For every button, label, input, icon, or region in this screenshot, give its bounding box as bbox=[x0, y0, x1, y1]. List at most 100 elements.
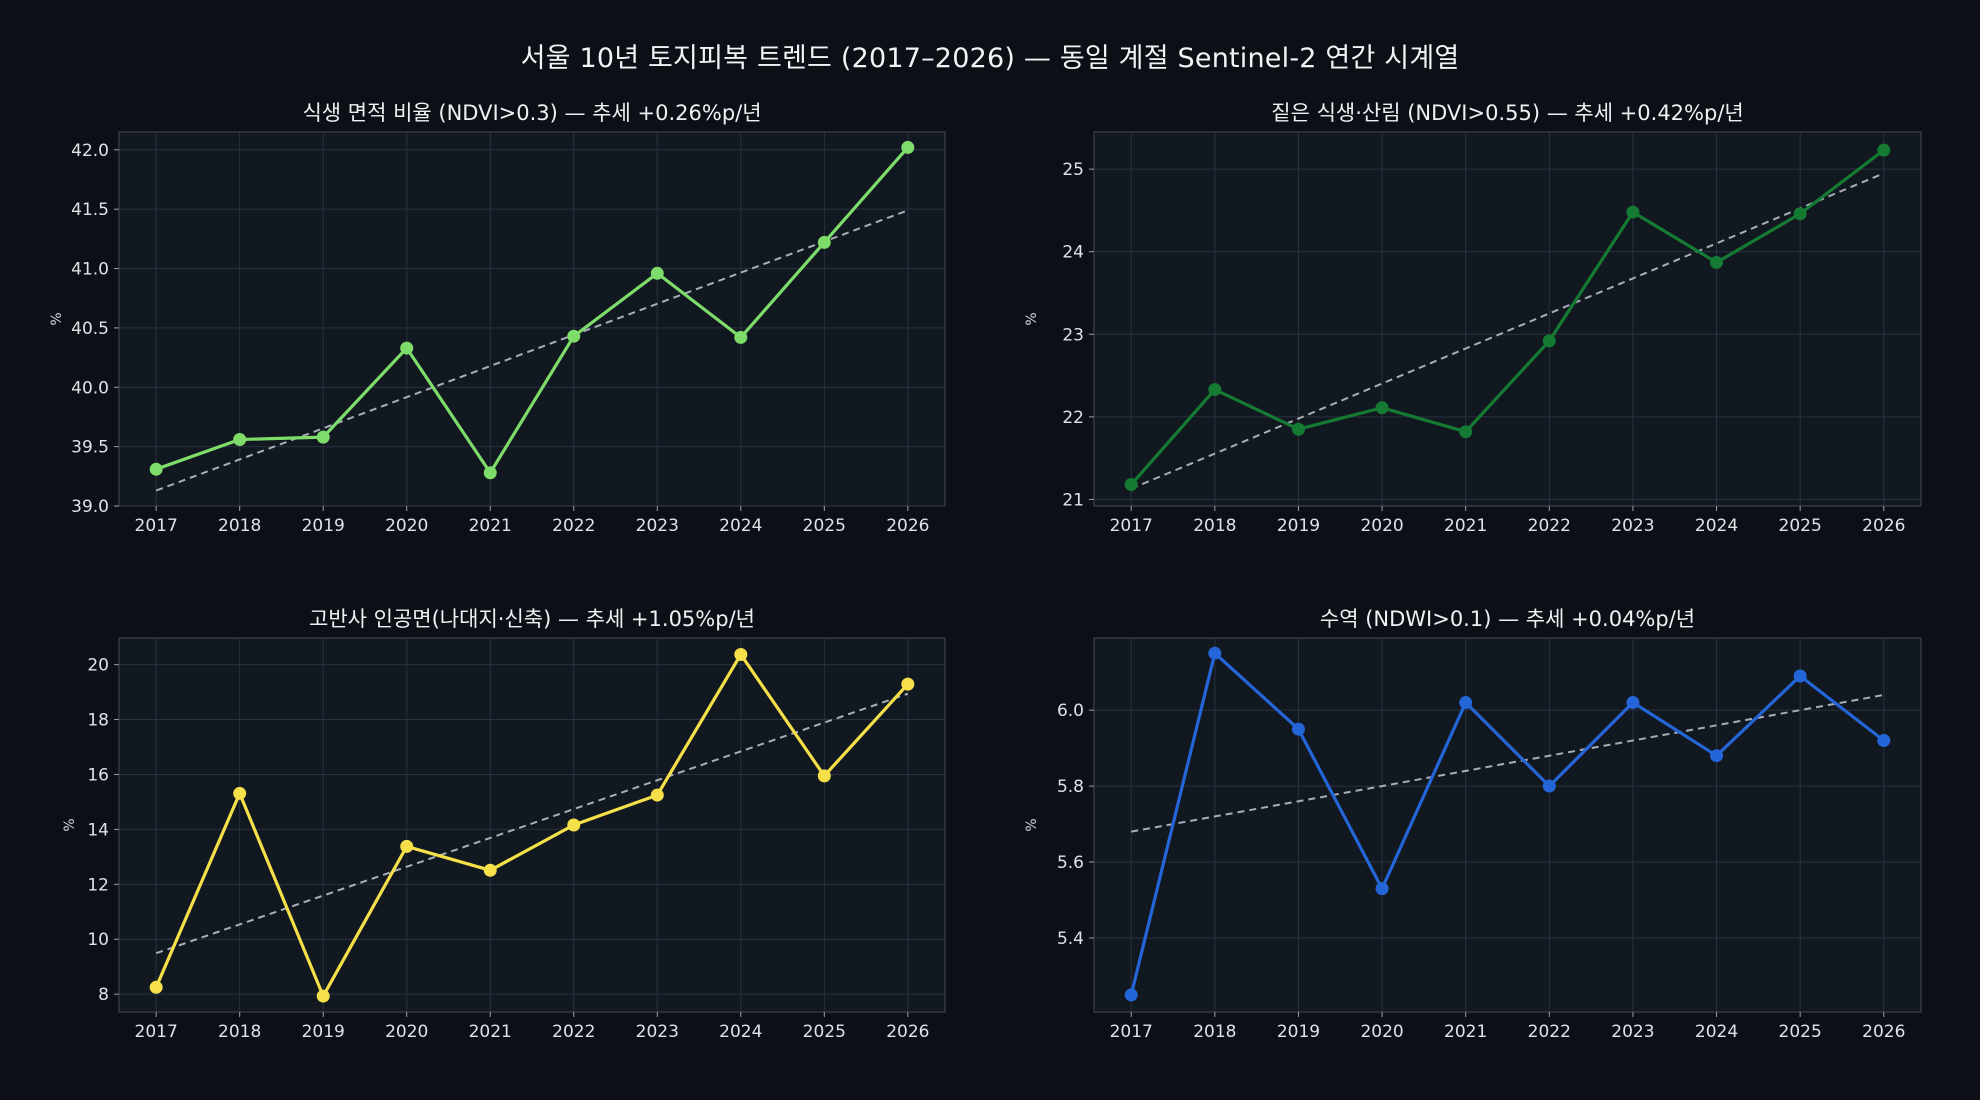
plot-area bbox=[1093, 637, 1922, 1013]
y-tick-label: 14 bbox=[87, 820, 109, 840]
data-point bbox=[400, 839, 414, 853]
data-point bbox=[1291, 722, 1305, 736]
figure-title: 서울 10년 토지피복 트렌드 (2017–2026) — 동일 계절 Sent… bbox=[520, 43, 1460, 74]
data-point bbox=[1542, 334, 1556, 348]
x-tick-label: 2017 bbox=[1110, 1022, 1153, 1042]
y-axis-label: % bbox=[1024, 818, 1040, 831]
data-point bbox=[483, 466, 497, 480]
x-tick-label: 2020 bbox=[1360, 516, 1403, 536]
series-line bbox=[1129, 651, 1885, 996]
data-point bbox=[1542, 779, 1556, 793]
x-tick-label: 2025 bbox=[1779, 1022, 1822, 1042]
x-tick-label: 2026 bbox=[1862, 516, 1905, 536]
data-point bbox=[400, 341, 414, 355]
data-point bbox=[734, 647, 748, 661]
x-tick-label: 2017 bbox=[135, 1022, 178, 1042]
y-tick-label: 23 bbox=[1062, 325, 1084, 345]
data-point bbox=[1375, 882, 1389, 896]
data-point bbox=[901, 677, 915, 691]
x-tick-label: 2023 bbox=[636, 1022, 679, 1042]
data-point bbox=[817, 769, 831, 783]
trend-line bbox=[155, 692, 909, 955]
data-point bbox=[1459, 425, 1473, 439]
data-point bbox=[316, 989, 330, 1003]
x-tick-label: 2023 bbox=[1611, 516, 1654, 536]
series-line bbox=[155, 146, 910, 475]
data-point bbox=[650, 788, 664, 802]
x-tick-label: 2022 bbox=[1528, 1022, 1571, 1042]
x-tick-label: 2020 bbox=[385, 516, 428, 536]
x-tick-label: 2017 bbox=[1110, 516, 1153, 536]
data-point bbox=[1124, 478, 1138, 492]
y-tick-label: 18 bbox=[87, 711, 109, 731]
x-tick-label: 2021 bbox=[1444, 516, 1487, 536]
data-point bbox=[1710, 749, 1724, 763]
y-tick-label: 5.6 bbox=[1057, 853, 1084, 873]
y-tick-label: 39.5 bbox=[71, 438, 109, 458]
data-point bbox=[650, 266, 664, 280]
y-tick-label: 42.0 bbox=[71, 141, 109, 161]
x-tick-label: 2021 bbox=[1444, 1022, 1487, 1042]
x-tick-label: 2018 bbox=[1193, 1022, 1236, 1042]
data-point bbox=[483, 863, 497, 877]
y-tick-label: 21 bbox=[1062, 490, 1084, 510]
x-tick-label: 2022 bbox=[552, 516, 595, 536]
data-point bbox=[734, 330, 748, 344]
x-tick-label: 2024 bbox=[1695, 1022, 1738, 1042]
data-point bbox=[149, 462, 163, 476]
y-tick-label: 12 bbox=[87, 875, 109, 895]
x-tick-label: 2026 bbox=[886, 1022, 929, 1042]
data-point bbox=[1124, 988, 1138, 1002]
y-tick-label: 41.0 bbox=[71, 260, 109, 280]
y-tick-label: 20 bbox=[87, 656, 109, 676]
y-axis-label: % bbox=[49, 312, 65, 325]
data-point bbox=[1793, 669, 1807, 683]
trend-line bbox=[155, 209, 909, 492]
y-tick-label: 5.4 bbox=[1057, 929, 1084, 949]
x-tick-label: 2019 bbox=[302, 1022, 345, 1042]
subplot-title: 수역 (NDWI>0.1) — 추세 +0.04%p/년 bbox=[1320, 607, 1695, 631]
data-point bbox=[233, 786, 247, 800]
y-tick-label: 10 bbox=[87, 930, 109, 950]
x-tick-label: 2019 bbox=[302, 516, 345, 536]
x-tick-label: 2018 bbox=[218, 516, 261, 536]
plot-area bbox=[118, 131, 946, 507]
y-tick-label: 6.0 bbox=[1057, 701, 1084, 721]
x-tick-label: 2026 bbox=[886, 516, 929, 536]
y-tick-label: 40.5 bbox=[71, 319, 109, 339]
x-tick-label: 2023 bbox=[636, 516, 679, 536]
data-point bbox=[901, 140, 915, 154]
y-axis-label: % bbox=[62, 818, 78, 831]
series-line bbox=[1130, 148, 1885, 486]
y-tick-label: 22 bbox=[1062, 408, 1084, 428]
data-point bbox=[1877, 143, 1891, 157]
subplot-title: 식생 면적 비율 (NDVI>0.3) — 추세 +0.26%p/년 bbox=[302, 101, 761, 125]
data-point bbox=[1291, 422, 1305, 436]
plot-area bbox=[118, 637, 946, 1013]
x-tick-label: 2024 bbox=[719, 1022, 762, 1042]
y-tick-label: 24 bbox=[1062, 243, 1084, 263]
x-tick-label: 2025 bbox=[1779, 516, 1822, 536]
x-tick-label: 2018 bbox=[1193, 516, 1236, 536]
x-tick-label: 2025 bbox=[803, 516, 846, 536]
x-tick-label: 2020 bbox=[1360, 1022, 1403, 1042]
plot-area bbox=[1093, 131, 1922, 507]
subplot-title: 고반사 인공면(나대지·신축) — 추세 +1.05%p/년 bbox=[309, 607, 755, 631]
x-tick-label: 2021 bbox=[469, 516, 512, 536]
data-point bbox=[316, 430, 330, 444]
trend-line bbox=[1130, 172, 1885, 490]
data-point bbox=[1208, 646, 1222, 660]
x-tick-label: 2023 bbox=[1611, 1022, 1654, 1042]
data-point bbox=[567, 818, 581, 832]
subplot-water: 2017 2018 2019 2020 2021 2022 2023 2024 2025 2026… bbox=[1024, 607, 1922, 1042]
data-point bbox=[1375, 401, 1389, 415]
data-point bbox=[1877, 734, 1891, 748]
x-tick-label: 2024 bbox=[1695, 516, 1738, 536]
data-point bbox=[1626, 696, 1640, 710]
x-tick-label: 2025 bbox=[803, 1022, 846, 1042]
data-point bbox=[1626, 205, 1640, 219]
series-line bbox=[154, 652, 910, 998]
data-point bbox=[149, 980, 163, 994]
subplot-dense-forest: 2017 2018 2019 2020 2021 2022 2023 2024 2025 2026… bbox=[1024, 101, 1922, 536]
